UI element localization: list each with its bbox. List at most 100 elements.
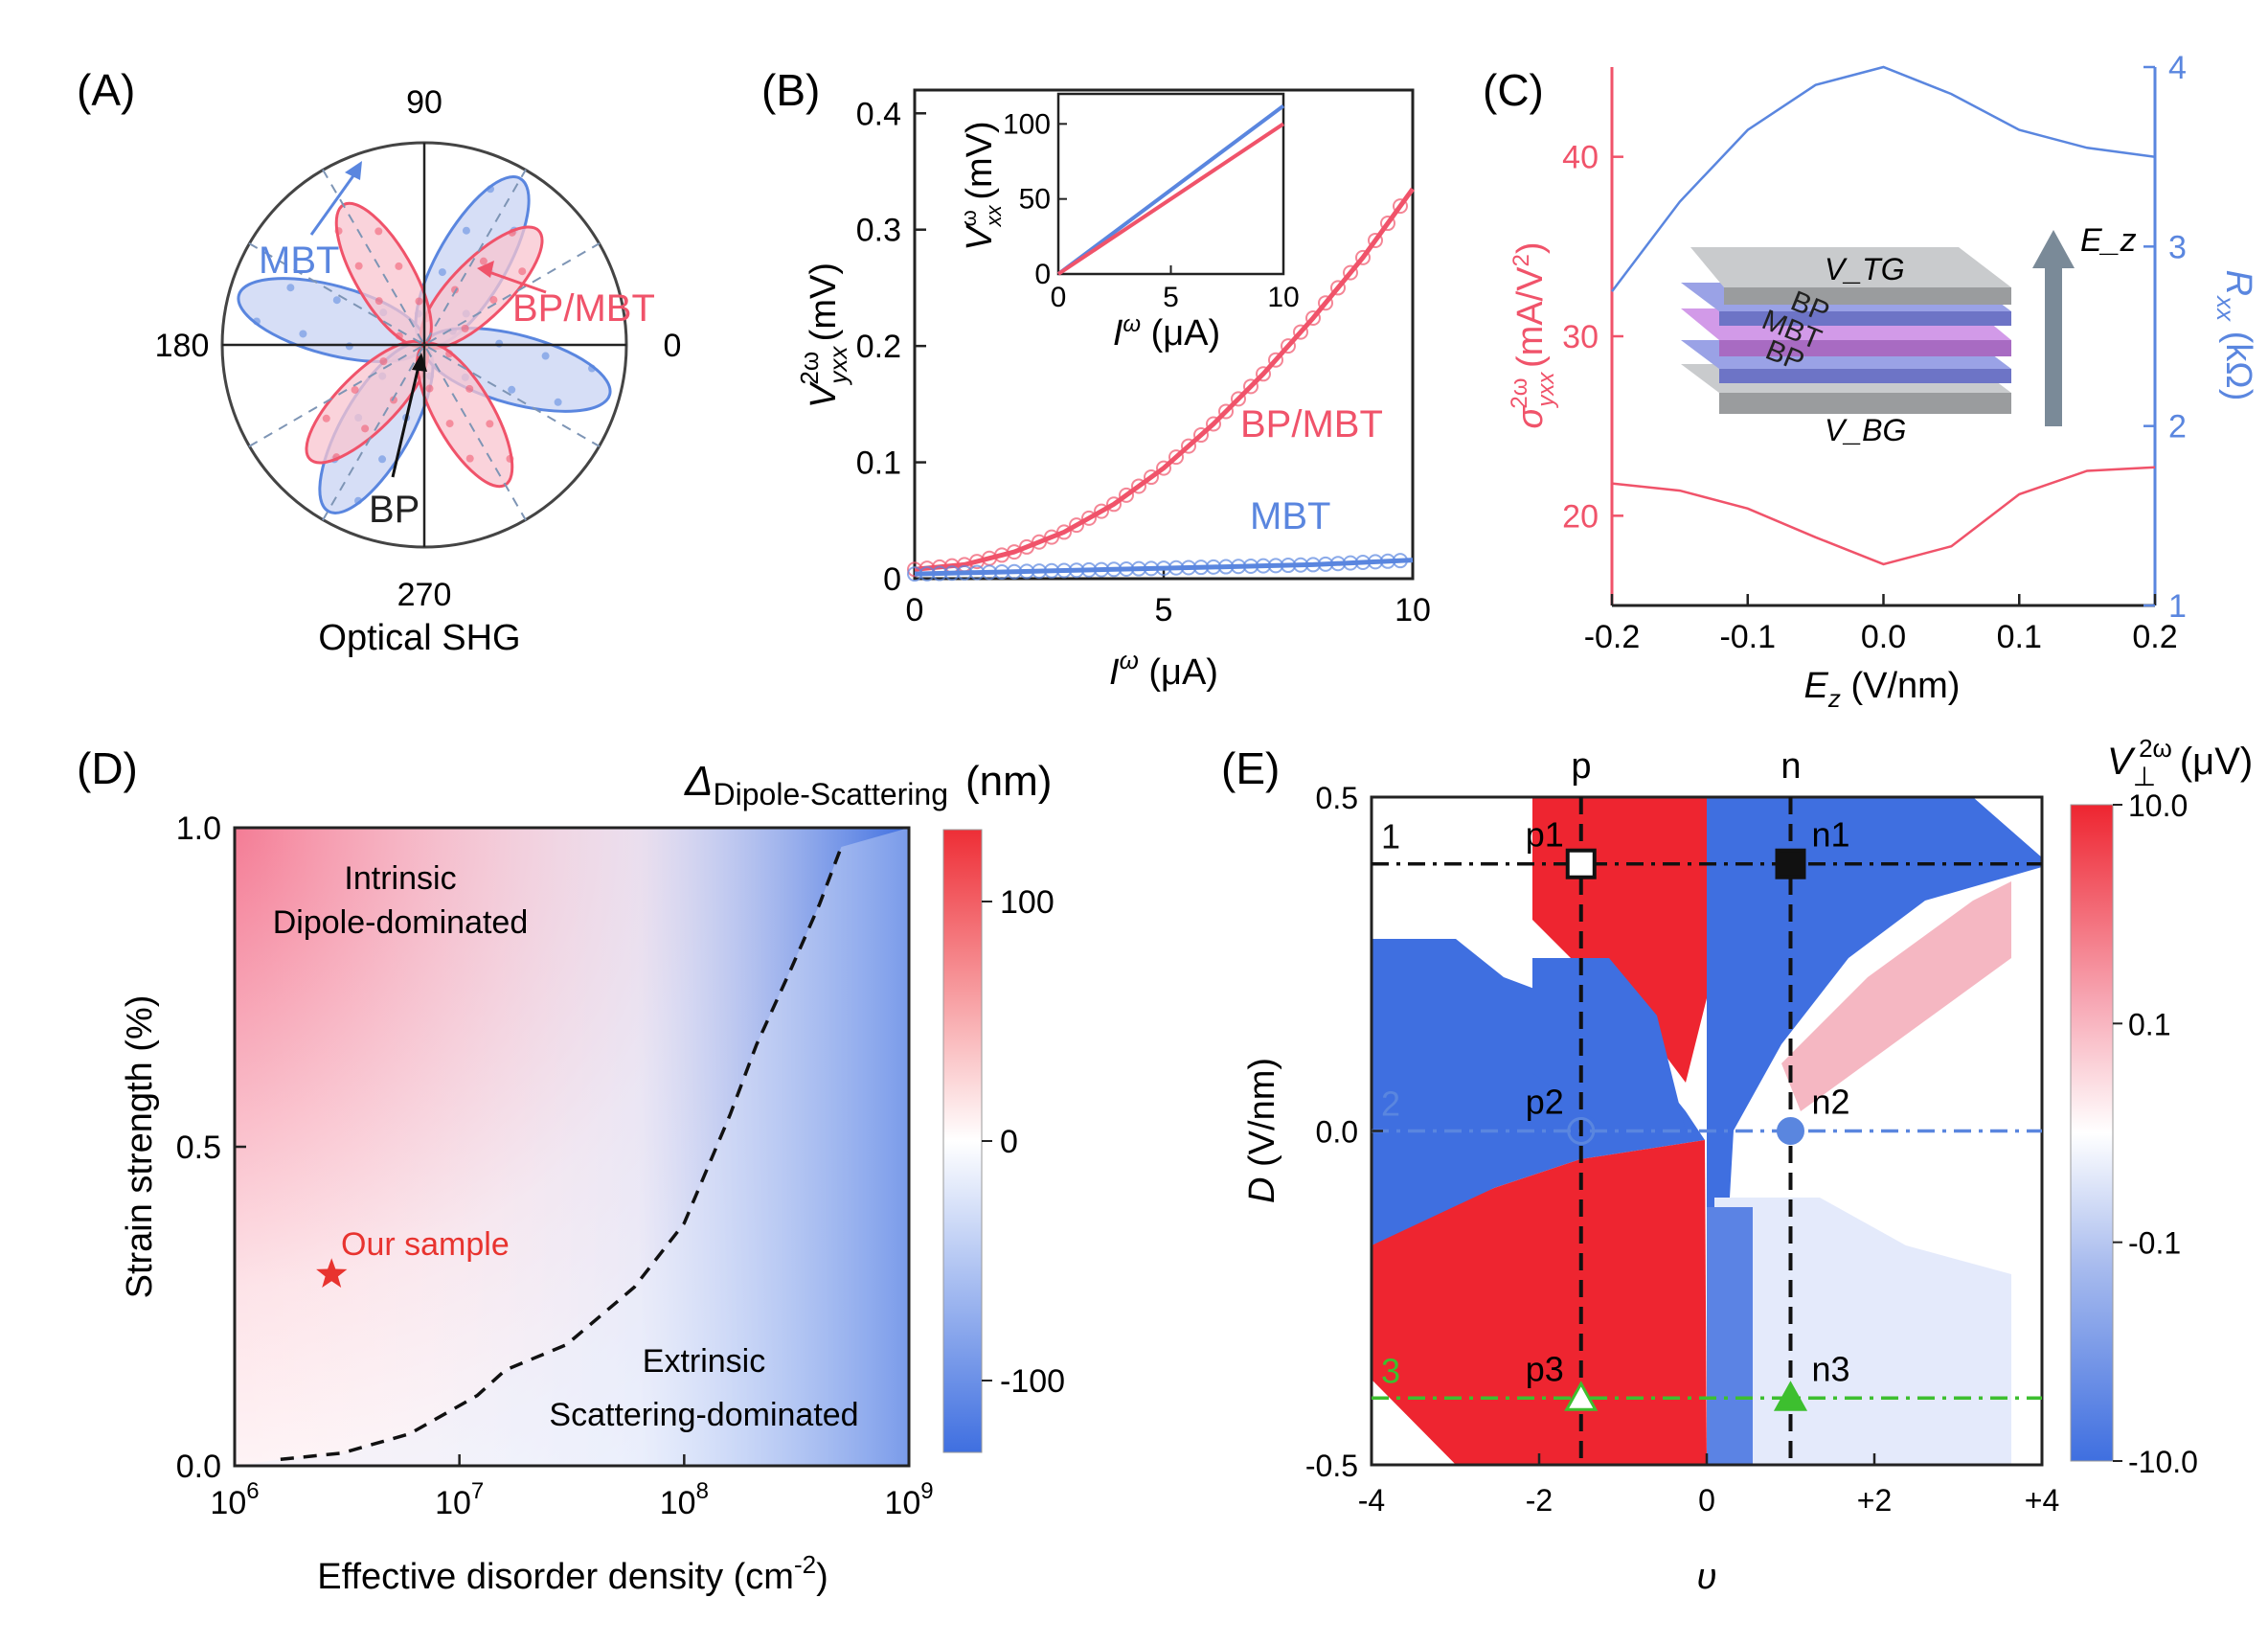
field-arrow-head: [2032, 230, 2075, 268]
series-bpmbt-marker: [1131, 478, 1146, 494]
tick-base: 10: [435, 1485, 471, 1521]
series-bpmbt-marker: [1305, 310, 1321, 326]
point-marker-n2: [1777, 1117, 1804, 1145]
series-rxx-line: [1611, 65, 2156, 292]
x-tick-label: -4: [1358, 1483, 1385, 1518]
series-mbt-line: [914, 558, 1414, 577]
polar-data-point: [508, 228, 516, 237]
x-tick-label: +4: [2025, 1483, 2059, 1518]
x-tick-label: 0.1: [1997, 619, 2042, 655]
point-marker-n3: [1773, 1381, 1808, 1411]
polar-arrow-bpmbt: [483, 268, 547, 294]
polar-data-point: [361, 424, 370, 433]
series-bpmbt-marker: [1094, 503, 1109, 519]
series-bpmbt-marker: [1318, 295, 1333, 311]
axis-title-y-d: Strain strength (%): [120, 995, 160, 1299]
y-tick-label: 1.0: [176, 811, 221, 847]
series-bpmbt-marker: [1144, 469, 1159, 486]
polar-annotation-mbt: MBT: [259, 240, 339, 282]
series-bpmbt-marker: [1119, 487, 1134, 503]
inset-ylabel-b: Vxxω (mV): [957, 121, 1006, 250]
panel-a-polar-plot: 90 180 0 270 Optical SHG MBT BP/MBT BP: [155, 84, 682, 658]
colorbar-tick-label: -10.0: [2128, 1445, 2198, 1479]
y-tick-label: 0: [883, 561, 901, 598]
axis-title-x-e: υ: [1697, 1557, 1717, 1597]
inset-series-line: [1056, 122, 1285, 276]
row-label-2: 2: [1381, 1085, 1400, 1124]
colorbar-title-d: ΔDipole-Scattering (nm): [684, 758, 1052, 811]
x-tick-label: -0.1: [1719, 619, 1776, 655]
x-tick-label: 10: [1395, 592, 1431, 628]
axis-title-x-d: Effective disorder density (cm-2): [317, 1550, 828, 1597]
colorbar-ticks-e: 10.0 0.1 -0.1 -10.0: [2113, 788, 2198, 1479]
y-tick-label: 0.5: [1316, 781, 1358, 815]
polar-data-point: [438, 268, 446, 277]
x-tick-label: 0: [906, 592, 924, 628]
layer-tg: [1690, 247, 2011, 287]
point-label-d: Our sample: [341, 1226, 510, 1263]
region-upper-2: Dipole-dominated: [273, 904, 529, 941]
y-tick-label: 0.4: [856, 96, 901, 132]
column-label-p: p: [1571, 746, 1591, 787]
polar-data-point: [465, 454, 474, 463]
axis-title-x-c: Ez (V/nm): [1804, 666, 1961, 713]
region-lower-2: Scattering-dominated: [549, 1397, 858, 1433]
x-tick-label: 0: [1698, 1483, 1715, 1518]
polar-data-point: [486, 185, 494, 194]
polar-data-point: [332, 453, 341, 462]
axis-ticks-e: -4 -2 0 +2 +4 0.5 0.0 -0.5: [1305, 781, 2059, 1518]
axis-title-x-b: Iω (μA): [1109, 646, 1218, 693]
series-label-bpmbt: BP/MBT: [1240, 403, 1383, 445]
heatmap-d-extrinsic-tint: [235, 828, 909, 1466]
layer-tg-side: [1724, 287, 2011, 305]
polar-data-point: [489, 296, 498, 305]
x-tick-label: +2: [1857, 1483, 1892, 1518]
row-label-3: 3: [1381, 1351, 1400, 1390]
y2-tick-label: 3: [2168, 229, 2187, 265]
polar-data-point: [508, 385, 516, 394]
point-label-n3: n3: [1812, 1349, 1850, 1388]
polar-xlabel: Optical SHG: [318, 618, 520, 658]
series-bpmbt-marker: [1268, 352, 1283, 368]
layer-bp1-side: [1719, 311, 2011, 326]
y-tick-label: 20: [1562, 498, 1599, 535]
series-bpmbt-marker: [1193, 427, 1209, 444]
polar-data-point: [351, 385, 359, 394]
polar-data-point: [332, 296, 341, 305]
series-bpmbt-marker: [1281, 338, 1296, 354]
point-marker-n1: [1775, 848, 1806, 879]
point-marker-p3: [1564, 1381, 1599, 1411]
inset-series-line: [1056, 103, 1285, 276]
series-bpmbt-marker: [1330, 280, 1346, 296]
panel-label-c: (C): [1483, 65, 1544, 115]
x-tick-label: 109: [884, 1478, 933, 1521]
y-tick-label: 0.5: [176, 1130, 221, 1166]
point-label-p1: p1: [1526, 815, 1564, 855]
label-vbg: V_BG: [1825, 413, 1906, 447]
polar-annotation-bp: BP: [369, 489, 420, 531]
tick-exponent: 6: [246, 1478, 259, 1504]
polar-data-point: [354, 496, 363, 505]
polar-data-point: [322, 414, 330, 422]
series-label-mbt: MBT: [1250, 495, 1330, 537]
point-label-p2: p2: [1526, 1083, 1564, 1122]
polar-data-point: [389, 396, 397, 404]
axis-title-y-e: D (V/nm): [1242, 1058, 1282, 1203]
polar-data-point: [345, 342, 353, 351]
y-tick-label: 0.0: [1316, 1115, 1358, 1150]
inset-y-tick-label: 50: [1019, 184, 1051, 216]
column-label-n: n: [1780, 746, 1801, 787]
polar-tick-90: 90: [406, 84, 442, 121]
panel-label-b: (B): [761, 65, 820, 115]
point-marker-p2: [1567, 1117, 1596, 1145]
polar-data-point: [588, 364, 597, 373]
colorbar-tick-label: 100: [1000, 884, 1055, 921]
layer-bg-side: [1719, 393, 2011, 414]
polar-data-point: [462, 226, 470, 235]
tick-exponent: 9: [920, 1478, 933, 1504]
series-bpmbt-marker: [1243, 378, 1259, 395]
inset-xlabel-b: Iω (μA): [1113, 311, 1220, 354]
point-marker-p1: [1565, 848, 1597, 879]
